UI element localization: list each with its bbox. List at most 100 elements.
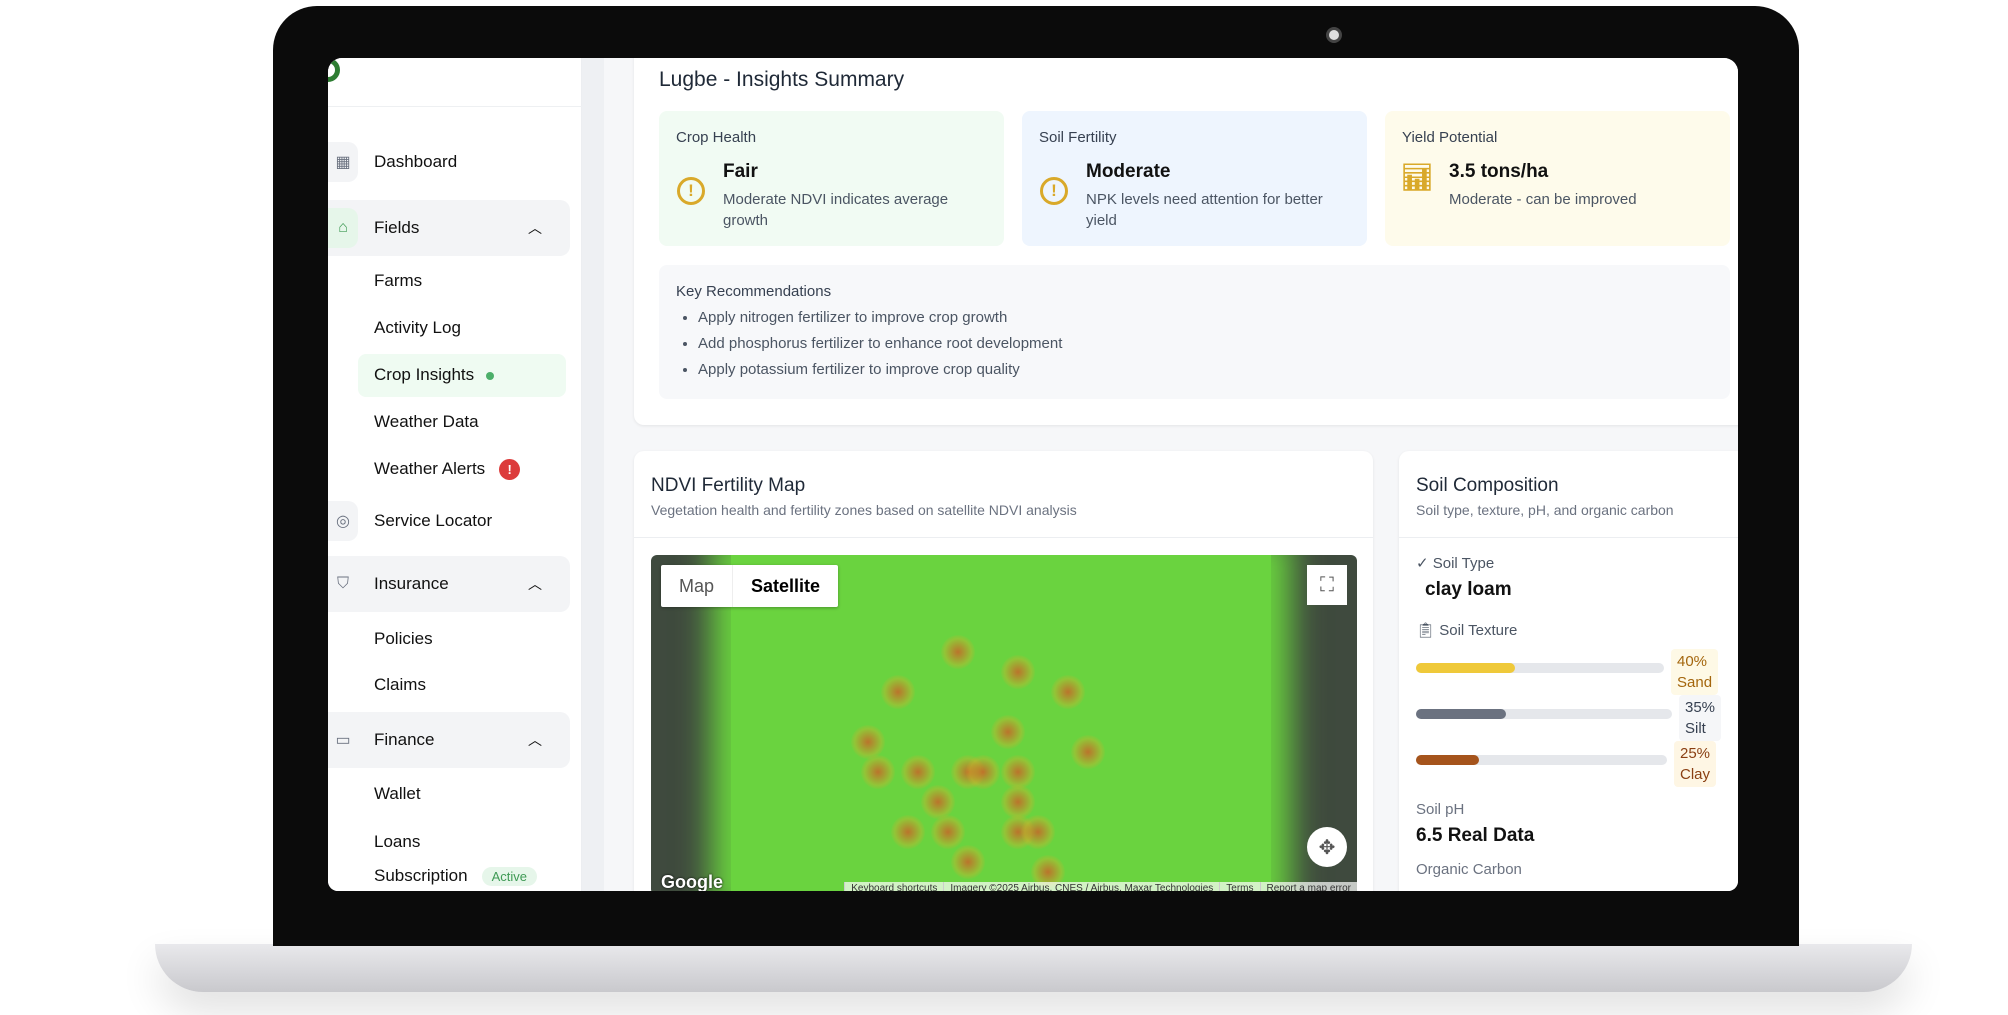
sidebar-item-wallet[interactable]: Wallet: [374, 784, 421, 803]
map-type-toggle: Map Satellite: [661, 565, 839, 607]
ndvi-title: NDVI Fertility Map: [651, 475, 806, 496]
sidebar-item-weather-data[interactable]: Weather Data: [374, 412, 479, 431]
soil-type-label: ✓ Soil Type: [1416, 555, 1495, 572]
terms-link[interactable]: Terms: [1219, 882, 1259, 891]
page-title: Lugbe - Insights Summary: [659, 68, 905, 91]
sidebar-item-finance[interactable]: ▭ Finance ︿: [328, 712, 570, 768]
google-logo: Google: [661, 872, 723, 891]
texture-bar-fill: [1416, 755, 1479, 765]
soil-subtitle: Soil type, texture, pH, and organic carb…: [1416, 502, 1674, 518]
texture-bar-fill: [1416, 663, 1516, 673]
ndvi-low-zone: [901, 755, 935, 789]
clipboard-icon: 📋︎: [1416, 622, 1440, 639]
laptop-base: [155, 944, 1912, 992]
card-value: Moderate: [1086, 161, 1171, 182]
card-label: Crop Health: [676, 129, 757, 146]
card-value: Fair: [723, 161, 758, 182]
card-desc: Moderate NDVI indicates average growth: [723, 191, 949, 229]
card-desc: Moderate - can be improved: [1449, 191, 1637, 208]
sidebar-item-insurance[interactable]: ⛉ Insurance ︿: [328, 556, 570, 612]
sidebar-item-dashboard[interactable]: ▦ Dashboard: [328, 142, 570, 182]
sidebar-item-claims[interactable]: Claims: [374, 675, 426, 694]
fullscreen-icon[interactable]: ⛶: [1307, 565, 1347, 605]
ndvi-subtitle: Vegetation health and fertility zones ba…: [651, 502, 1077, 518]
sidebar-item-fields[interactable]: ⌂ Fields ︿: [328, 200, 570, 256]
chevron-up-icon: ︿: [528, 576, 542, 592]
ndvi-map-card: NDVI Fertility Map Vegetation health and…: [634, 451, 1373, 891]
divider: [634, 537, 1373, 538]
texture-label: 35% Silt: [1679, 695, 1722, 741]
sidebar-item-crop-insights[interactable]: Crop Insights: [374, 365, 495, 385]
alert-circle-icon: !: [1040, 177, 1068, 205]
active-highlight: [358, 354, 566, 397]
chevron-up-icon: ︿: [528, 220, 542, 236]
bar-chart-icon: 📊︎: [1400, 161, 1434, 192]
home-icon: ⌂: [328, 208, 358, 248]
texture-name: Clay: [1680, 766, 1711, 783]
ndvi-low-zone: [1021, 815, 1055, 849]
shield-icon: ⛉: [328, 564, 358, 604]
organic-carbon-label: Organic Carbon: [1416, 861, 1522, 878]
key-recommendations: Key Recommendations Apply nitrogen ferti…: [659, 265, 1730, 399]
texture-percent: 35%: [1685, 699, 1716, 716]
sidebar-item-activity-log[interactable]: Activity Log: [374, 318, 461, 337]
card-value: 3.5 tons/ha: [1449, 161, 1549, 182]
ndvi-low-zone: [966, 755, 1000, 789]
card-label: Yield Potential: [1402, 129, 1498, 146]
sidebar-item-loans[interactable]: Loans: [374, 832, 421, 851]
soil-type-value: clay loam: [1425, 579, 1512, 600]
pan-control-icon[interactable]: ✥: [1307, 827, 1347, 867]
sidebar-item-weather-alerts[interactable]: Weather Alerts!: [374, 459, 521, 481]
map-attribution: Keyboard shortcuts Imagery ©2025 Airbus,…: [844, 882, 1357, 891]
ndvi-low-zone: [991, 715, 1025, 749]
ndvi-low-zone: [891, 815, 925, 849]
divider: [328, 106, 582, 107]
texture-bar-fill: [1416, 709, 1506, 719]
texture-bar: [1416, 709, 1672, 719]
map-pin-icon: ◎: [328, 501, 358, 541]
soil-ph-label: Soil pH: [1416, 801, 1465, 818]
ndvi-map[interactable]: Map Satellite ⛶ ✥ Google Keyboard shortc…: [651, 555, 1357, 891]
soil-texture-label: 📋︎ Soil Texture: [1416, 622, 1518, 639]
ndvi-low-zone: [1001, 655, 1035, 689]
texture-label: 25% Clay: [1674, 741, 1717, 787]
screen: ▦ Dashboard ⌂ Fields ︿ Farms Activity Log C…: [328, 58, 1738, 891]
ndvi-low-zone: [881, 675, 915, 709]
ndvi-low-zone: [921, 785, 955, 819]
texture-bar: [1416, 755, 1667, 765]
satellite-button[interactable]: Satellite: [732, 565, 838, 607]
keyboard-shortcuts-link[interactable]: Keyboard shortcuts: [844, 882, 943, 891]
ndvi-low-zone: [951, 845, 985, 879]
texture-bar: [1416, 663, 1664, 673]
soil-ph-value: 6.5 Real Data: [1416, 825, 1535, 846]
texture-name: Silt: [1685, 720, 1706, 737]
ndvi-low-zone: [931, 815, 965, 849]
alert-circle-icon: !: [677, 177, 705, 205]
sidebar-item-policies[interactable]: Policies: [374, 629, 433, 648]
camera: [1326, 27, 1342, 43]
soil-title: Soil Composition: [1416, 475, 1559, 496]
texture-name: Sand: [1677, 674, 1713, 691]
ndvi-low-zone: [1071, 735, 1105, 769]
imagery-credit: Imagery ©2025 Airbus, CNES / Airbus, Max…: [943, 882, 1219, 891]
ndvi-low-zone: [1001, 755, 1035, 789]
scroll-gutter[interactable]: [582, 58, 604, 891]
summary-card: Yield Potential 📊︎ 3.5 tons/ha Moderate -…: [1385, 111, 1730, 246]
logo: [328, 58, 340, 82]
chevron-up-icon: ︿: [528, 732, 542, 748]
active-dot: [486, 371, 495, 380]
ndvi-low-zone: [1051, 675, 1085, 709]
recs-title: Key Recommendations: [676, 283, 832, 300]
recommendation: Apply nitrogen fertilizer to improve cro…: [698, 310, 1713, 326]
report-error-link[interactable]: Report a map error: [1259, 882, 1357, 891]
divider: [1399, 537, 1738, 538]
ndvi-low-zone: [1001, 785, 1035, 819]
summary-card: Soil Fertility! Moderate NPK levels need…: [1022, 111, 1367, 246]
map-button[interactable]: Map: [679, 576, 715, 596]
recommendation: Apply potassium fertilizer to improve cr…: [698, 362, 1713, 378]
sidebar-item-service-locator[interactable]: ◎ Service Locator: [328, 501, 570, 541]
recommendation: Add phosphorus fertilizer to enhance roo…: [698, 336, 1713, 352]
sidebar-item-subscription[interactable]: Subscription Active: [374, 866, 537, 886]
sidebar-item-farms[interactable]: Farms: [374, 271, 423, 290]
active-badge: Active: [481, 867, 537, 886]
